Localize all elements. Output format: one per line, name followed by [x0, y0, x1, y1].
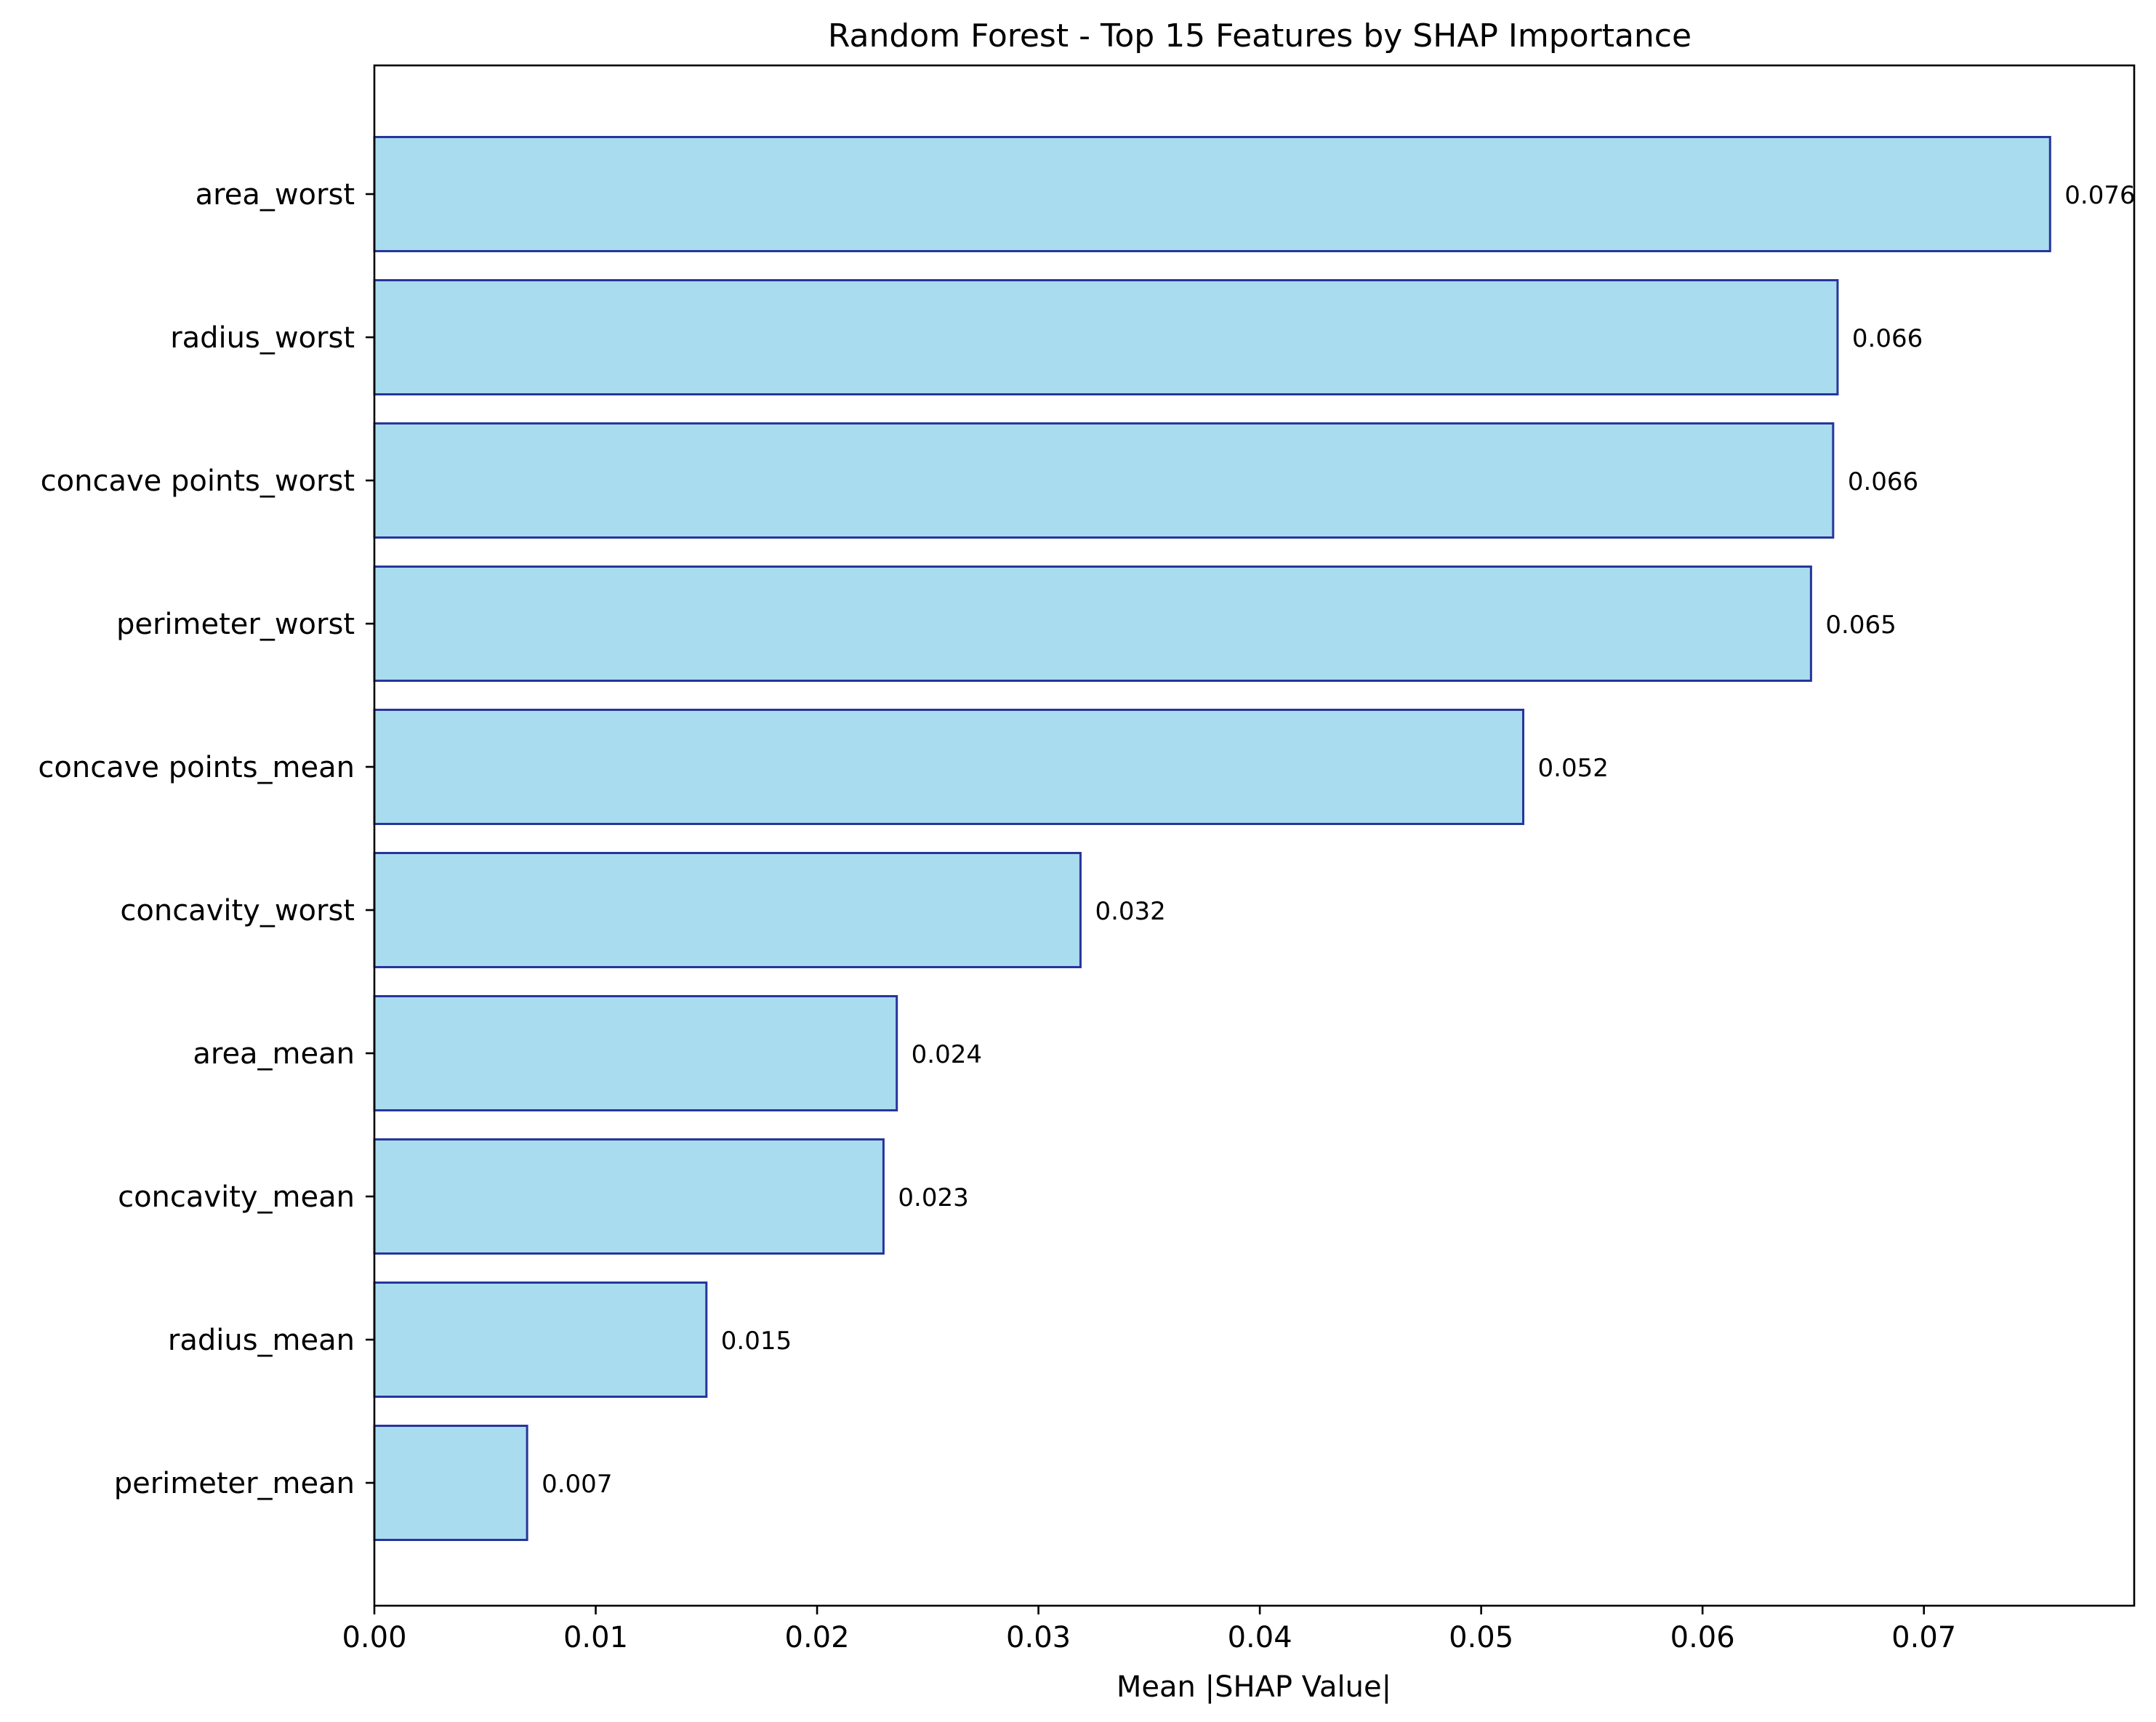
x-tick-label: 0.03 — [1006, 1621, 1071, 1654]
bar-value-label: 0.076 — [2064, 181, 2135, 210]
y-tick-label: radius_mean — [168, 1324, 355, 1357]
bar-perimeter_mean — [373, 1425, 528, 1541]
x-tick-label: 0.00 — [342, 1621, 406, 1654]
bar-concavity_mean — [373, 1138, 885, 1255]
y-tick-label: concave points_worst — [41, 464, 355, 498]
axes-frame — [373, 64, 2136, 1607]
y-tick-label: radius_worst — [170, 321, 355, 355]
x-tick-label: 0.05 — [1449, 1621, 1513, 1654]
bar-value-label: 0.032 — [1095, 897, 1165, 926]
bar-concave-points_worst — [373, 422, 1835, 539]
x-tick-label: 0.04 — [1228, 1621, 1292, 1654]
y-tick-label: concavity_mean — [118, 1180, 355, 1214]
bar-radius_mean — [373, 1282, 708, 1398]
bar-area_worst — [373, 136, 2051, 252]
bar-concave-points_mean — [373, 709, 1525, 825]
bar-value-label: 0.066 — [1852, 324, 1923, 353]
bar-value-label: 0.023 — [898, 1183, 968, 1212]
y-tick-label: area_worst — [196, 178, 355, 212]
bars-layer — [373, 136, 2051, 1541]
x-tick-label: 0.06 — [1670, 1621, 1735, 1654]
y-tick-label: concavity_worst — [120, 894, 355, 928]
value-labels-layer: 0.076 0.066 0.066 0.065 0.052 0.032 0.024 0.023… — [542, 181, 2135, 1499]
y-tick-label: area_mean — [193, 1037, 355, 1071]
y-tick-label: perimeter_worst — [116, 608, 355, 641]
bar-radius_worst — [373, 279, 1839, 395]
bar-value-label: 0.024 — [912, 1040, 982, 1069]
bar-value-label: 0.065 — [1825, 611, 1896, 640]
x-axis-label: Mean |SHAP Value| — [1117, 1670, 1391, 1704]
bar-value-label: 0.066 — [1848, 467, 1918, 496]
bar-area_mean — [373, 995, 898, 1111]
y-tick-label: concave points_mean — [38, 751, 355, 784]
bar-perimeter_worst — [373, 566, 1812, 682]
x-tick-label: 0.02 — [785, 1621, 850, 1654]
x-axis: 0.00 0.01 0.02 0.03 0.04 0.05 0.06 0.07 — [342, 1606, 1956, 1654]
bar-value-label: 0.015 — [721, 1327, 792, 1356]
bar-concavity_worst — [373, 852, 1082, 968]
x-tick-label: 0.01 — [563, 1621, 628, 1654]
y-tick-label: perimeter_mean — [114, 1467, 355, 1500]
bar-value-label: 0.052 — [1538, 754, 1609, 783]
bar-value-label: 0.007 — [542, 1470, 612, 1499]
x-tick-label: 0.07 — [1891, 1621, 1956, 1654]
chart-title: Random Forest - Top 15 Features by SHAP … — [828, 17, 1692, 55]
